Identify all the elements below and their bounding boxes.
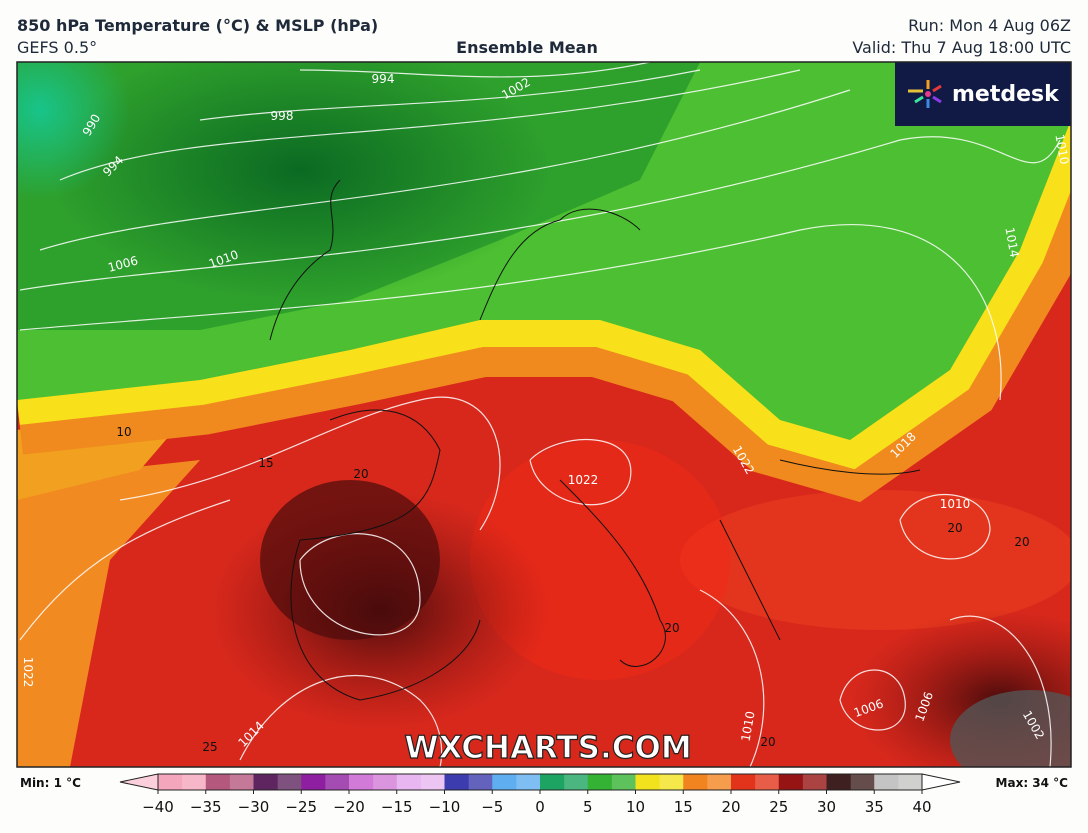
colorbar-swatch bbox=[325, 774, 350, 790]
colorbar-tick-label: −5 bbox=[481, 798, 503, 816]
title: 850 hPa Temperature (°C) & MSLP (hPa) bbox=[17, 16, 378, 35]
max-label: Max: 34 °C bbox=[996, 776, 1069, 790]
colorbar-tick-label: −20 bbox=[333, 798, 365, 816]
colorbar-swatch bbox=[492, 774, 517, 790]
colorbar-tick-label: 30 bbox=[817, 798, 836, 816]
colorbar-tick-label: −30 bbox=[238, 798, 270, 816]
colorbar-tick-label: 10 bbox=[626, 798, 645, 816]
logo-icon bbox=[908, 80, 942, 108]
colorbar-swatch bbox=[874, 774, 899, 790]
contour-label: 20 bbox=[353, 467, 368, 481]
watermark: WXCHARTS.COM bbox=[404, 730, 691, 766]
colorbar-swatch bbox=[444, 774, 469, 790]
colorbar-swatch bbox=[563, 774, 589, 790]
contour-label: 1010 bbox=[940, 497, 971, 511]
colorbar-swatch bbox=[396, 774, 421, 790]
min-label: Min: 1 °C bbox=[20, 776, 81, 790]
contour-label: 998 bbox=[271, 109, 294, 123]
colorbar-swatch bbox=[898, 774, 923, 790]
contour-label: 25 bbox=[202, 740, 217, 754]
contour-label: 20 bbox=[664, 621, 679, 635]
colorbar-swatch bbox=[659, 774, 684, 790]
contour-label: 994 bbox=[372, 72, 395, 86]
contour-label: 1010 bbox=[739, 710, 758, 743]
product: Ensemble Mean bbox=[456, 38, 598, 57]
colorbar-tick-label: 0 bbox=[535, 798, 545, 816]
colorbar-tick-label: −10 bbox=[429, 798, 461, 816]
colorbar-swatch bbox=[754, 774, 780, 790]
colorbar-swatch bbox=[683, 774, 708, 790]
colorbar-swatch bbox=[778, 774, 803, 790]
valid: Valid: Thu 7 Aug 18:00 UTC bbox=[852, 38, 1071, 57]
contour-label: 1022 bbox=[21, 657, 35, 688]
colorbar-tick-label: −25 bbox=[285, 798, 317, 816]
colorbar-tick-label: −40 bbox=[142, 798, 174, 816]
colorbar-swatch bbox=[611, 774, 636, 790]
colorbar-tick-label: 35 bbox=[865, 798, 884, 816]
colorbar-tick-label: 25 bbox=[769, 798, 788, 816]
contour-label: 15 bbox=[258, 456, 273, 470]
colorbar: −40 −35 −30 −25 −20 −15 −10 −5 0 5 10 15 20 25 30 35 40 bbox=[119, 773, 961, 816]
model: GEFS 0.5° bbox=[17, 38, 97, 57]
colorbar-swatch bbox=[349, 774, 374, 790]
run: Run: Mon 4 Aug 06Z bbox=[908, 16, 1071, 35]
logo-box bbox=[895, 62, 1071, 126]
colorbar-swatch bbox=[181, 774, 207, 790]
colorbar-swatch bbox=[372, 774, 398, 790]
colorbar-tick-label: −35 bbox=[190, 798, 222, 816]
colorbar-tick-label: −15 bbox=[381, 798, 413, 816]
contour-label: 1022 bbox=[568, 473, 599, 487]
logo: metdesk bbox=[952, 82, 1060, 107]
colorbar-swatch bbox=[301, 774, 326, 790]
contour-label: 20 bbox=[1014, 535, 1029, 549]
colorbar-swatch bbox=[420, 774, 445, 790]
contour-label: 20 bbox=[947, 521, 962, 535]
colorbar-swatch bbox=[205, 774, 230, 790]
contour-label: 1010 bbox=[1052, 133, 1071, 166]
contour-label: 10 bbox=[116, 425, 131, 439]
colorbar-swatch bbox=[516, 774, 541, 790]
colorbar-tick-label: 5 bbox=[583, 798, 593, 816]
colorbar-swatch bbox=[229, 774, 254, 790]
contour-label: 20 bbox=[760, 735, 775, 749]
colorbar-swatch bbox=[253, 774, 278, 790]
colorbar-tick-label: 40 bbox=[912, 798, 931, 816]
colorbar-swatch bbox=[731, 774, 756, 790]
map-frame bbox=[16, 61, 1072, 768]
contour-label: 1014 bbox=[1002, 226, 1021, 259]
colorbar-swatch bbox=[826, 774, 851, 790]
colorbar-swatch bbox=[587, 774, 612, 790]
colorbar-swatch bbox=[277, 774, 302, 790]
colorbar-tick-label: 20 bbox=[721, 798, 740, 816]
colorbar-swatch bbox=[158, 774, 183, 790]
colorbar-swatch bbox=[635, 774, 660, 790]
colorbar-swatch bbox=[707, 774, 732, 790]
colorbar-swatch bbox=[468, 774, 493, 790]
colorbar-swatch bbox=[540, 774, 565, 790]
colorbar-swatch bbox=[850, 774, 875, 790]
colorbar-tick-label: 15 bbox=[674, 798, 693, 816]
colorbar-swatch bbox=[802, 774, 827, 790]
